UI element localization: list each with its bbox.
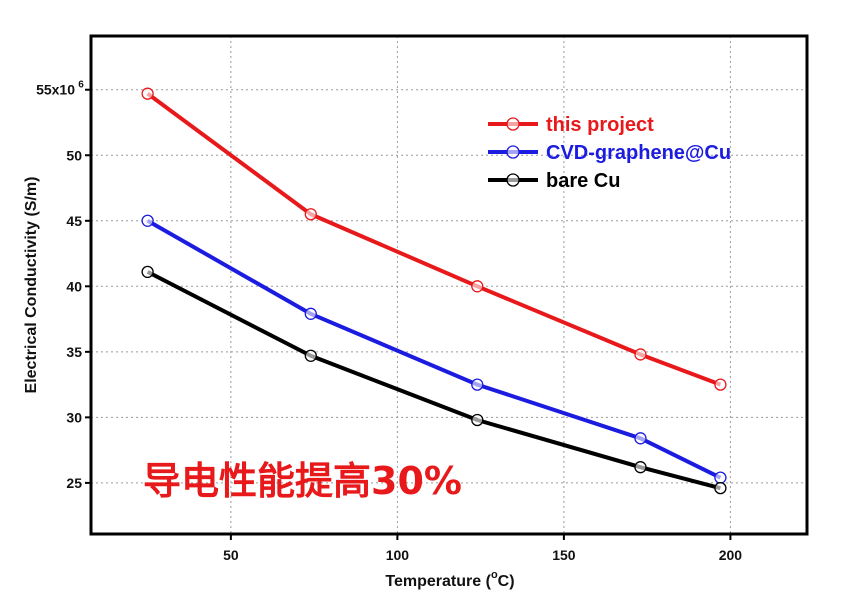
y-tick-label: 35	[66, 344, 82, 360]
x-tick-label: 100	[386, 547, 410, 563]
data-point	[714, 471, 727, 484]
data-point	[304, 307, 317, 320]
data-point	[634, 432, 647, 445]
x-tick-label: 150	[552, 547, 576, 563]
legend-swatch-marker	[506, 145, 520, 159]
legend-label: bare Cu	[546, 170, 620, 192]
data-point	[304, 208, 317, 221]
data-point	[141, 87, 154, 100]
x-axis-ticks: 50 100 150 200	[223, 534, 742, 563]
y-tick-label: 50	[66, 147, 82, 163]
data-point	[714, 378, 727, 391]
legend-swatch-marker	[506, 117, 520, 131]
data-point	[471, 280, 484, 293]
data-point	[634, 348, 647, 361]
y-tick-label: 55x10	[36, 82, 75, 98]
series-layer	[141, 87, 727, 495]
data-point	[471, 378, 484, 391]
grid-lines	[91, 36, 807, 534]
data-point	[304, 349, 317, 362]
y-tick-label: 40	[66, 278, 82, 294]
data-point	[141, 265, 154, 279]
y-axis-label: Electrical Conductivity (S/m)	[23, 177, 40, 394]
y-axis-ticks: 25 30 35 40 45 50 55x10 6	[36, 80, 91, 491]
x-tick-label: 200	[719, 547, 743, 563]
data-point	[634, 461, 647, 474]
legend-swatch-marker	[506, 173, 520, 187]
data-point	[471, 413, 484, 427]
y-tick-label: 45	[66, 213, 82, 229]
x-tick-label: 50	[223, 547, 239, 563]
plot-frame	[89, 34, 809, 536]
legend-label: this project	[546, 114, 654, 136]
x-axis-label: Temperature (oC)	[385, 569, 514, 590]
legend: this project CVD-graphene@Cu bare Cu	[488, 114, 731, 192]
improvement-annotation: 导电性能提高30%	[143, 459, 462, 503]
data-point	[714, 481, 727, 495]
y-tick-label: 25	[66, 475, 82, 491]
y-tick-exponent: 6	[78, 80, 84, 91]
y-tick-label: 30	[66, 409, 82, 425]
data-point	[141, 214, 154, 227]
legend-label: CVD-graphene@Cu	[546, 142, 731, 164]
